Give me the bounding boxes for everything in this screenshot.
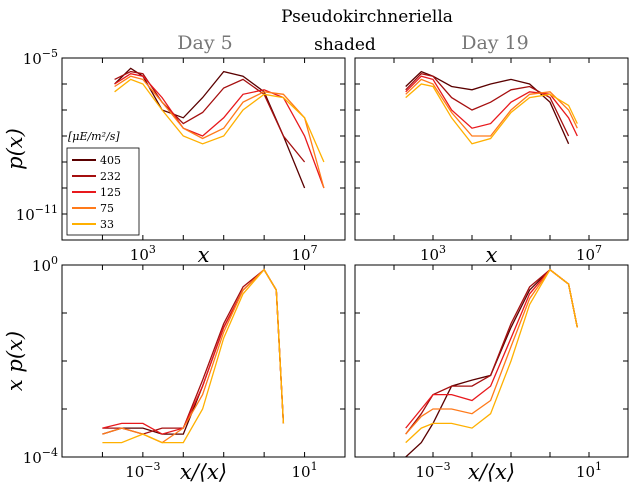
x-tick-label: 107 [576, 243, 602, 264]
legend-label: 125 [100, 186, 121, 199]
y-tick-label: 10−5 [23, 47, 58, 68]
legend-label: 75 [100, 202, 114, 215]
series-line-232 [114, 70, 306, 163]
x-tick-label: 103 [420, 243, 446, 264]
x-tick-label: 10−3 [415, 460, 450, 481]
series-line-33 [114, 78, 325, 163]
legend-title: [μE/m²/s] [68, 130, 120, 143]
panel-title-day19: Day 19 [461, 32, 529, 54]
series-line-75 [102, 268, 285, 444]
legend: [μE/m²/s] 405 232 125 75 33 [66, 130, 140, 236]
panel-title-day5: Day 5 [177, 32, 232, 54]
y-axis-label: p(x) [3, 128, 27, 170]
y-tick-label: 10−4 [23, 446, 58, 467]
series-line-75 [114, 75, 325, 189]
legend-label: 232 [100, 170, 121, 183]
axes-frame [61, 57, 346, 241]
axes-frame [61, 264, 346, 458]
series-line-33 [405, 83, 578, 145]
series-line-405 [114, 67, 306, 189]
legend-label: 405 [100, 154, 121, 167]
axes-frame [354, 264, 629, 458]
series-line-75 [405, 268, 578, 435]
panel-bottom-left: x/⟨x⟩ x p(x) [3, 264, 346, 484]
x-tick-label: 103 [130, 243, 156, 264]
series-line-33 [405, 268, 578, 444]
panel-bottom-right: x/⟨x⟩ [354, 264, 629, 484]
y-axis-label: x p(x) [3, 331, 27, 391]
x-axis-label: x [486, 243, 498, 267]
series-line-75 [405, 78, 578, 137]
legend-label: 33 [100, 218, 114, 231]
series-line-125 [114, 73, 325, 189]
axes-frame [354, 57, 629, 241]
x-axis-label: x/⟨x⟩ [468, 460, 515, 484]
panel-top-left: x p(x) [μE/m²/s] 405 232 125 75 33 [3, 57, 346, 267]
series-line-125 [405, 268, 578, 429]
y-tick-label: 10−11 [16, 203, 58, 224]
x-tick-label: 101 [576, 460, 602, 481]
series-line-232 [405, 72, 570, 137]
y-tick-label: 100 [32, 254, 58, 275]
series-line-405 [102, 268, 285, 435]
figure-subtitle: shaded [314, 35, 376, 55]
figure-title: Pseudokirchneriella [281, 7, 453, 27]
x-tick-label: 107 [292, 243, 318, 264]
series-line-125 [405, 75, 578, 137]
series-line-33 [102, 268, 285, 444]
series-line-405 [405, 268, 578, 457]
x-tick-label: 101 [292, 460, 318, 481]
x-axis-label: x/⟨x⟩ [180, 460, 227, 484]
x-tick-label: 10−3 [125, 460, 160, 481]
x-axis-label: x [198, 243, 210, 267]
panel-top-right: x [354, 57, 629, 267]
